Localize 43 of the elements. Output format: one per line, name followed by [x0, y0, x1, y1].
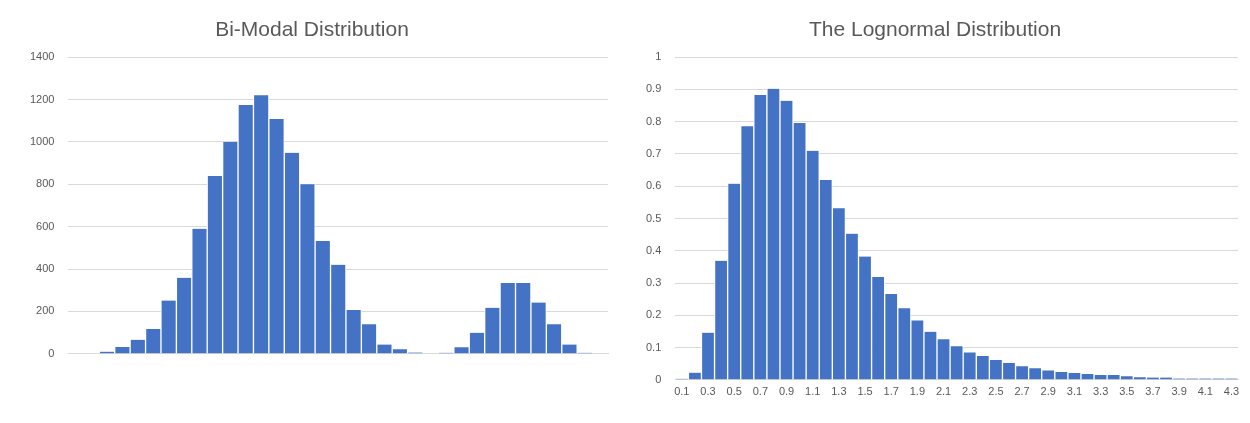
y-tick-label: 0.2 [645, 308, 662, 321]
y-tick-label: 0.4 [645, 243, 662, 256]
x-tick-label: 2.1 [935, 385, 952, 398]
x-tick-label: 1.5 [857, 385, 873, 398]
x-tick-label: 3.5 [1119, 385, 1135, 398]
y-tick-label: 600 [36, 219, 55, 232]
y-tick-label: 400 [36, 262, 55, 275]
x-tick-label: 2.7 [1014, 385, 1030, 398]
y-tick-label: 0 [655, 372, 662, 385]
x-tick-label: 2.9 [1040, 385, 1056, 398]
y-tick-label: 1200 [29, 92, 55, 105]
x-tick-label: 4.3 [1223, 385, 1240, 398]
x-tick-label: 4.1 [1197, 385, 1213, 398]
y-tick-label: 0.3 [645, 276, 662, 289]
x-tick-label: 1.3 [831, 385, 847, 398]
x-tick-label: 3.3 [1092, 385, 1109, 398]
y-tick-label: 0.1 [645, 340, 662, 353]
x-tick-label: 0.1 [674, 385, 690, 398]
y-tick-label: 0.8 [645, 114, 662, 127]
y-tick-label: 1400 [29, 50, 55, 63]
y-tick-label: 0.9 [645, 82, 662, 95]
x-tick-label: 0.7 [752, 385, 768, 398]
y-tick-label: 0.7 [645, 147, 662, 160]
x-tick-label: 2.5 [988, 385, 1004, 398]
x-tick-label: 1.7 [883, 385, 899, 398]
x-tick-label: 3.1 [1066, 385, 1083, 398]
chart-title: Bi-Modal Distribution [215, 17, 409, 41]
x-tick-label: 3.7 [1145, 385, 1161, 398]
x-tick-label: 2.3 [962, 385, 978, 398]
x-tick-label: 1.9 [909, 385, 926, 398]
x-tick-label: 3.9 [1171, 385, 1187, 398]
x-tick-label: 0.5 [726, 385, 742, 398]
x-tick-label: 0.9 [778, 385, 795, 398]
x-tick-label: 1.1 [805, 385, 821, 398]
y-tick-label: 1000 [29, 134, 55, 147]
y-tick-label: 800 [36, 177, 55, 190]
y-tick-label: 0.5 [645, 211, 662, 224]
y-tick-label: 1 [655, 50, 662, 63]
x-tick-label: 0.3 [700, 385, 716, 398]
y-tick-label: 0 [48, 346, 55, 359]
chart-title: The Lognormal Distribution [808, 17, 1062, 41]
y-tick-label: 0.6 [645, 179, 662, 192]
y-tick-label: 200 [36, 304, 55, 317]
